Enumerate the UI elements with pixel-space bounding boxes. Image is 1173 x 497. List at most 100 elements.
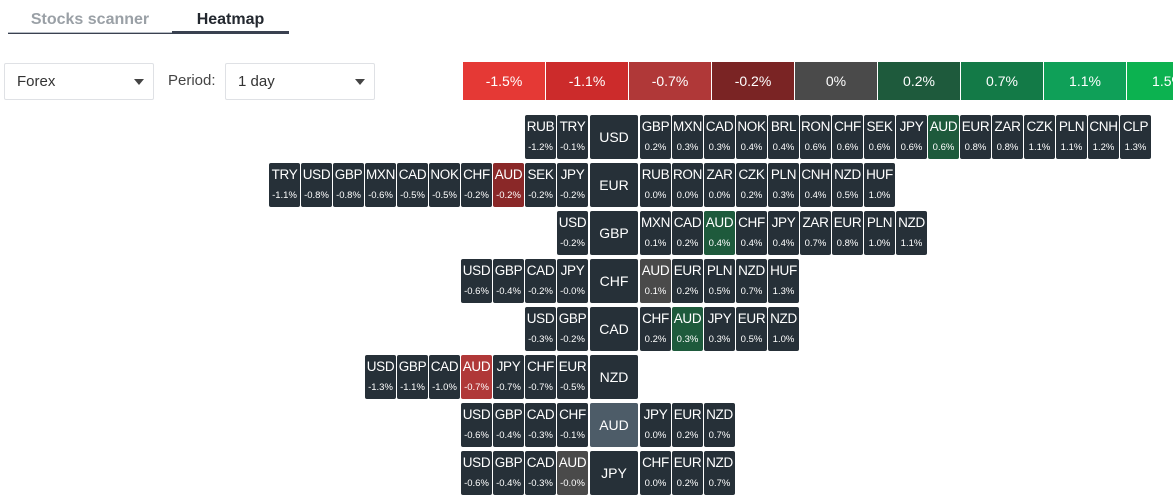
currency-pair-tile[interactable]: RUB -1.2% bbox=[525, 115, 556, 159]
currency-pair-tile[interactable]: NZD 0.7% bbox=[736, 259, 767, 303]
currency-pair-tile[interactable]: RON 0.6% bbox=[800, 115, 831, 159]
currency-pair-tile[interactable]: CLP 1.3% bbox=[1120, 115, 1151, 159]
currency-pair-tile[interactable]: PLN 0.3% bbox=[768, 163, 799, 207]
currency-pair-tile[interactable]: AUD 0.3% bbox=[672, 307, 703, 351]
currency-pair-tile[interactable]: USD -0.2% bbox=[557, 211, 588, 255]
base-currency-jpy[interactable]: JPY bbox=[590, 451, 638, 495]
currency-pair-tile[interactable]: AUD -0.0% bbox=[557, 451, 588, 495]
currency-pair-tile[interactable]: CAD -0.3% bbox=[525, 403, 556, 447]
pair-symbol: RUB bbox=[526, 119, 555, 134]
currency-pair-tile[interactable]: NOK -0.5% bbox=[429, 163, 460, 207]
pair-change: 0.0% bbox=[644, 190, 667, 201]
currency-pair-tile[interactable]: SEK -0.2% bbox=[525, 163, 556, 207]
currency-pair-tile[interactable]: JPY -0.2% bbox=[557, 163, 588, 207]
pair-symbol: BRL bbox=[770, 119, 797, 134]
currency-pair-tile[interactable]: USD -0.8% bbox=[301, 163, 332, 207]
currency-pair-tile[interactable]: MXN 0.3% bbox=[672, 115, 703, 159]
currency-pair-tile[interactable]: CHF 0.0% bbox=[640, 451, 671, 495]
currency-pair-tile[interactable]: CNH 0.4% bbox=[800, 163, 831, 207]
currency-pair-tile[interactable]: GBP -0.8% bbox=[333, 163, 364, 207]
currency-pair-tile[interactable]: TRY -0.1% bbox=[557, 115, 588, 159]
base-currency-chf[interactable]: CHF bbox=[590, 259, 638, 303]
currency-pair-tile[interactable]: NZD 0.7% bbox=[704, 403, 735, 447]
currency-pair-tile[interactable]: AUD -0.7% bbox=[461, 355, 492, 399]
currency-pair-tile[interactable]: PLN 1.1% bbox=[1056, 115, 1087, 159]
currency-pair-tile[interactable]: CHF -0.2% bbox=[461, 163, 492, 207]
currency-pair-tile[interactable]: NZD 0.5% bbox=[832, 163, 863, 207]
currency-pair-tile[interactable]: AUD 0.6% bbox=[928, 115, 959, 159]
currency-pair-tile[interactable]: BRL 0.4% bbox=[768, 115, 799, 159]
currency-pair-tile[interactable]: CHF -0.1% bbox=[557, 403, 588, 447]
currency-pair-tile[interactable]: JPY -0.0% bbox=[557, 259, 588, 303]
base-currency-cad[interactable]: CAD bbox=[590, 307, 638, 351]
currency-pair-tile[interactable]: NZD 0.7% bbox=[704, 451, 735, 495]
currency-pair-tile[interactable]: USD -0.6% bbox=[461, 259, 492, 303]
currency-pair-tile[interactable]: GBP -1.1% bbox=[397, 355, 428, 399]
currency-pair-tile[interactable]: CZK 0.2% bbox=[736, 163, 767, 207]
currency-pair-tile[interactable]: EUR -0.5% bbox=[557, 355, 588, 399]
base-currency-usd[interactable]: USD bbox=[590, 115, 638, 159]
currency-pair-tile[interactable]: AUD -0.2% bbox=[493, 163, 524, 207]
currency-pair-tile[interactable]: CHF 0.2% bbox=[640, 307, 671, 351]
currency-pair-tile[interactable]: MXN -0.6% bbox=[365, 163, 396, 207]
currency-pair-tile[interactable]: NZD 1.1% bbox=[896, 211, 927, 255]
currency-pair-tile[interactable]: EUR 0.2% bbox=[672, 259, 703, 303]
pair-change: 0.5% bbox=[740, 334, 763, 345]
currency-pair-tile[interactable]: GBP -0.4% bbox=[493, 259, 524, 303]
currency-pair-tile[interactable]: CHF -0.7% bbox=[525, 355, 556, 399]
currency-pair-tile[interactable]: JPY -0.7% bbox=[493, 355, 524, 399]
currency-pair-tile[interactable]: CAD -0.5% bbox=[397, 163, 428, 207]
currency-pair-tile[interactable]: USD -0.6% bbox=[461, 451, 492, 495]
pair-change: 0.3% bbox=[708, 334, 731, 345]
currency-pair-tile[interactable]: GBP -0.2% bbox=[557, 307, 588, 351]
currency-pair-tile[interactable]: GBP 0.2% bbox=[640, 115, 671, 159]
currency-pair-tile[interactable]: HUF 1.0% bbox=[864, 163, 895, 207]
currency-pair-tile[interactable]: PLN 0.5% bbox=[704, 259, 735, 303]
currency-pair-tile[interactable]: NZD 1.0% bbox=[768, 307, 799, 351]
currency-pair-tile[interactable]: PLN 1.0% bbox=[864, 211, 895, 255]
currency-pair-tile[interactable]: HUF 1.3% bbox=[768, 259, 799, 303]
currency-pair-tile[interactable]: AUD 0.4% bbox=[704, 211, 735, 255]
currency-pair-tile[interactable]: EUR 0.8% bbox=[832, 211, 863, 255]
tab-heatmap[interactable]: Heatmap bbox=[172, 8, 289, 33]
market-select[interactable]: Forex bbox=[4, 63, 154, 100]
currency-pair-tile[interactable]: ZAR 0.7% bbox=[800, 211, 831, 255]
base-currency-eur[interactable]: EUR bbox=[590, 163, 638, 207]
currency-pair-tile[interactable]: EUR 0.5% bbox=[736, 307, 767, 351]
base-currency-gbp[interactable]: GBP bbox=[590, 211, 638, 255]
currency-pair-tile[interactable]: JPY 0.0% bbox=[640, 403, 671, 447]
base-currency-nzd[interactable]: NZD bbox=[590, 355, 638, 399]
tab-stocks-scanner[interactable]: Stocks scanner bbox=[8, 8, 172, 33]
currency-pair-tile[interactable]: AUD 0.1% bbox=[640, 259, 671, 303]
currency-pair-tile[interactable]: USD -0.6% bbox=[461, 403, 492, 447]
currency-pair-tile[interactable]: MXN 0.1% bbox=[640, 211, 671, 255]
currency-pair-tile[interactable]: CAD -0.3% bbox=[525, 451, 556, 495]
currency-pair-tile[interactable]: CAD -0.2% bbox=[525, 259, 556, 303]
currency-pair-tile[interactable]: CZK 1.1% bbox=[1024, 115, 1055, 159]
currency-pair-tile[interactable]: JPY 0.3% bbox=[704, 307, 735, 351]
currency-pair-tile[interactable]: CAD 0.2% bbox=[672, 211, 703, 255]
currency-pair-tile[interactable]: GBP -0.4% bbox=[493, 451, 524, 495]
currency-pair-tile[interactable]: JPY 0.4% bbox=[768, 211, 799, 255]
currency-pair-tile[interactable]: CAD -1.0% bbox=[429, 355, 460, 399]
currency-pair-tile[interactable]: EUR 0.2% bbox=[672, 451, 703, 495]
period-select[interactable]: 1 day bbox=[225, 63, 375, 100]
currency-pair-tile[interactable]: EUR 0.2% bbox=[672, 403, 703, 447]
currency-pair-tile[interactable]: ZAR 0.8% bbox=[992, 115, 1023, 159]
currency-pair-tile[interactable]: ZAR 0.0% bbox=[704, 163, 735, 207]
currency-pair-tile[interactable]: GBP -0.4% bbox=[493, 403, 524, 447]
currency-pair-tile[interactable]: CNH 1.2% bbox=[1088, 115, 1119, 159]
base-currency-aud[interactable]: AUD bbox=[590, 403, 638, 447]
currency-pair-tile[interactable]: CAD 0.3% bbox=[704, 115, 735, 159]
currency-pair-tile[interactable]: JPY 0.6% bbox=[896, 115, 927, 159]
currency-pair-tile[interactable]: TRY -1.1% bbox=[269, 163, 300, 207]
currency-pair-tile[interactable]: CHF 0.6% bbox=[832, 115, 863, 159]
currency-pair-tile[interactable]: CHF 0.4% bbox=[736, 211, 767, 255]
currency-pair-tile[interactable]: NOK 0.4% bbox=[736, 115, 767, 159]
currency-pair-tile[interactable]: USD -0.3% bbox=[525, 307, 556, 351]
currency-pair-tile[interactable]: SEK 0.6% bbox=[864, 115, 895, 159]
currency-pair-tile[interactable]: RUB 0.0% bbox=[640, 163, 671, 207]
currency-pair-tile[interactable]: USD -1.3% bbox=[365, 355, 396, 399]
currency-pair-tile[interactable]: EUR 0.8% bbox=[960, 115, 991, 159]
currency-pair-tile[interactable]: RON 0.0% bbox=[672, 163, 703, 207]
